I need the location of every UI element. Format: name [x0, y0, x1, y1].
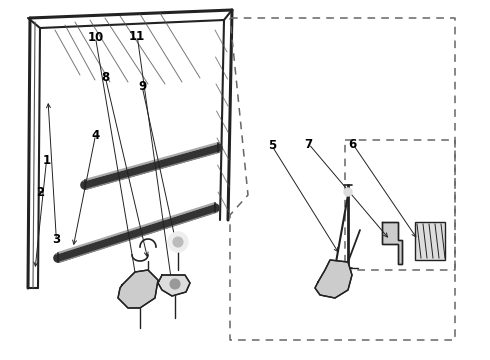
Polygon shape: [315, 260, 352, 298]
Text: 10: 10: [87, 31, 104, 44]
Text: 1: 1: [43, 154, 50, 167]
Circle shape: [344, 188, 352, 196]
Text: 4: 4: [92, 129, 99, 141]
Circle shape: [170, 279, 180, 289]
Text: 7: 7: [305, 138, 313, 150]
Bar: [415, 222, 445, 260]
Text: 6: 6: [349, 138, 357, 150]
Polygon shape: [382, 222, 402, 264]
Text: 9: 9: [138, 80, 146, 93]
Circle shape: [173, 237, 183, 247]
Text: 11: 11: [129, 30, 146, 42]
Polygon shape: [158, 275, 190, 296]
Text: 3: 3: [52, 233, 60, 246]
Polygon shape: [118, 270, 158, 308]
Text: 8: 8: [101, 71, 109, 84]
Text: 2: 2: [36, 186, 44, 199]
Circle shape: [168, 232, 188, 252]
Text: 5: 5: [268, 139, 276, 152]
